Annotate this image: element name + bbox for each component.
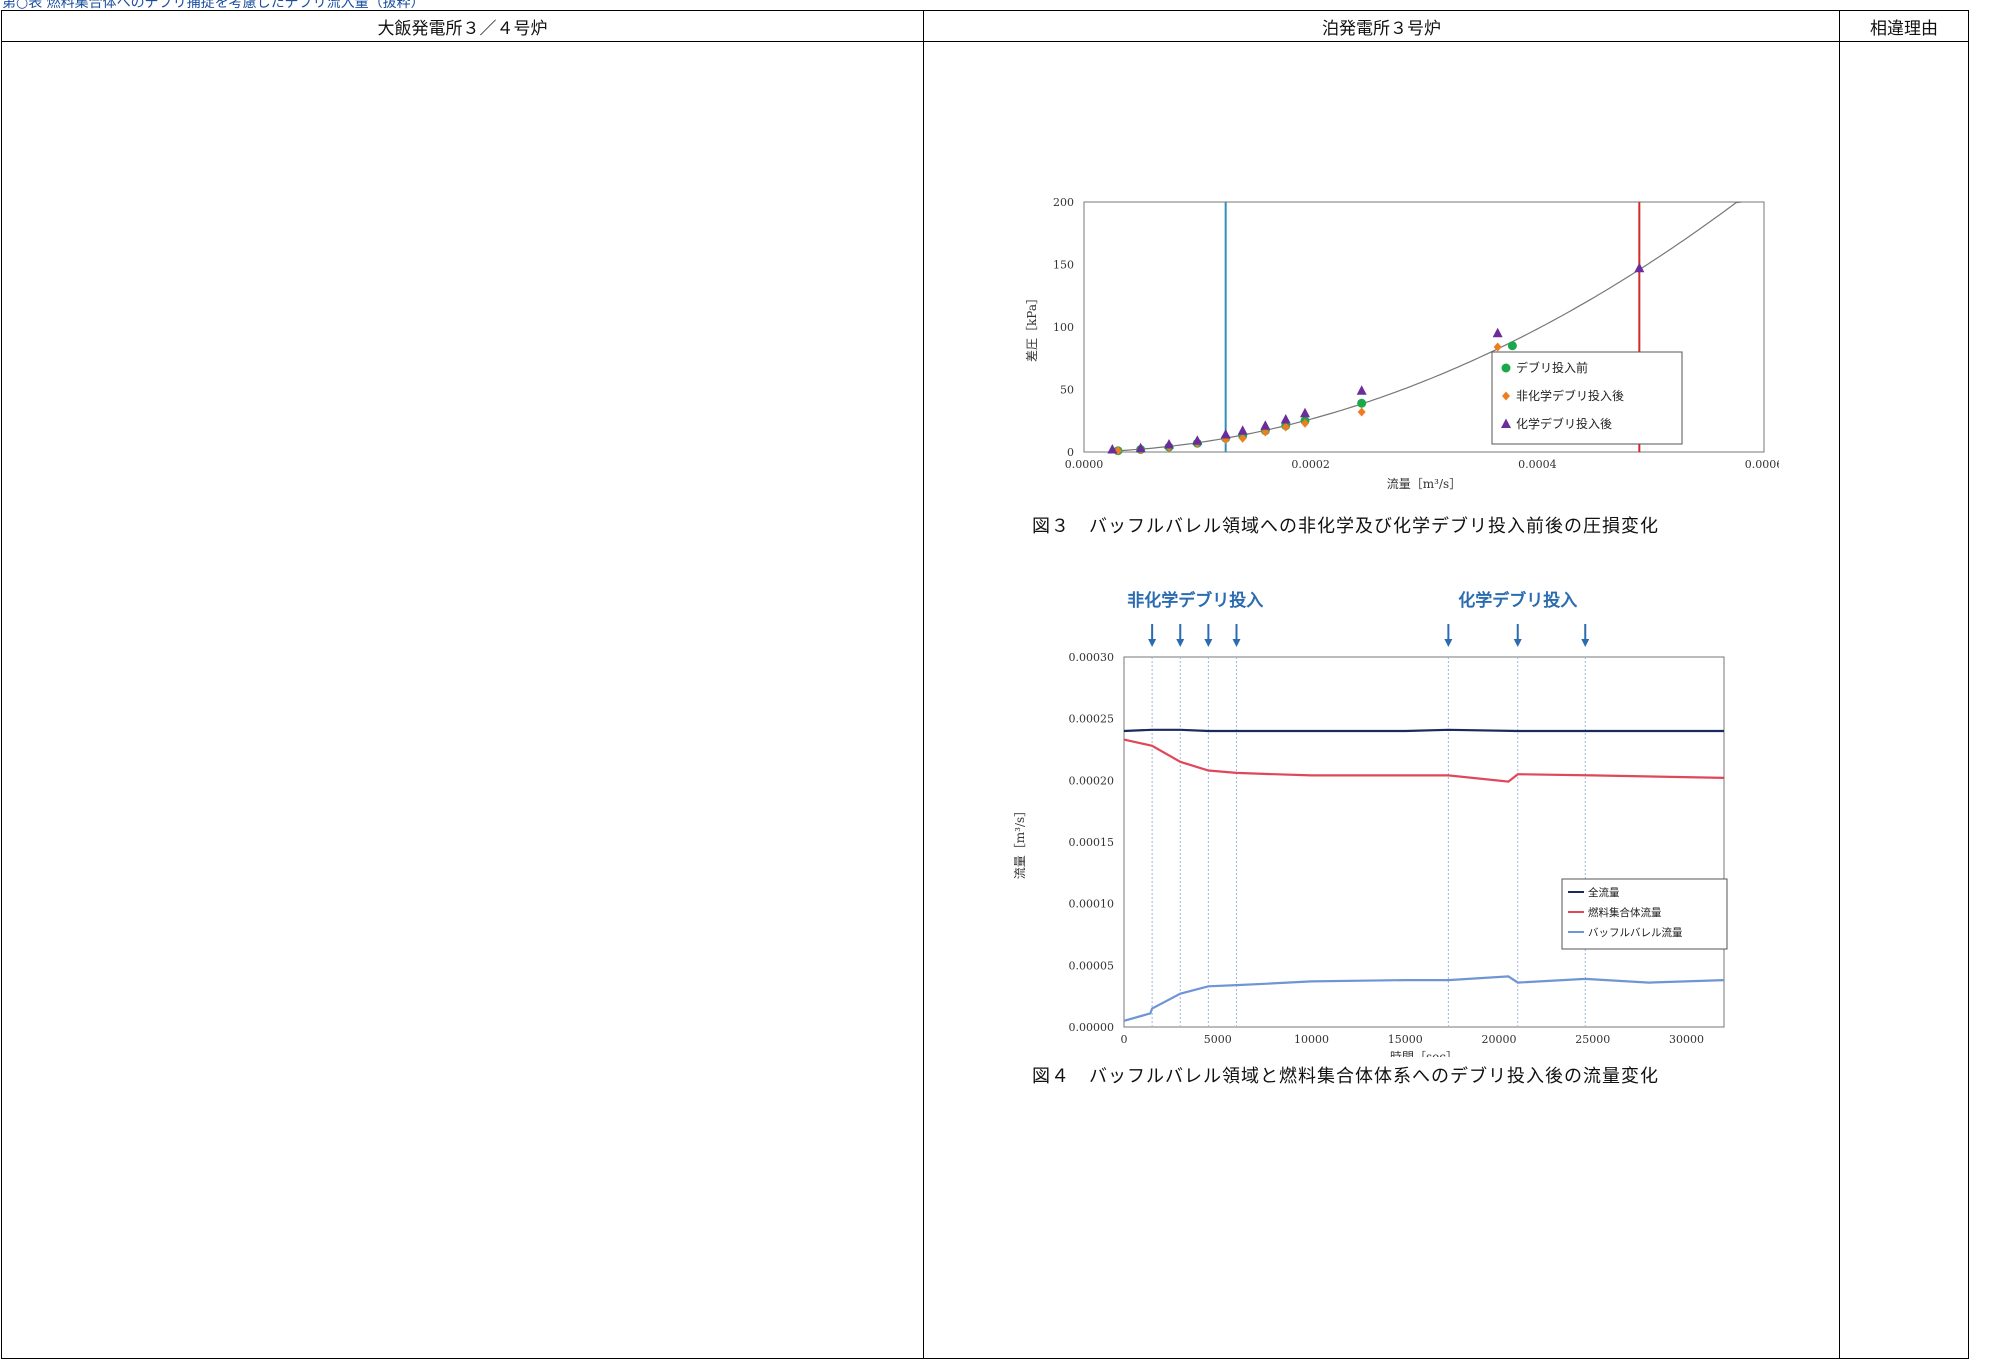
y-tick-label: 0.00025 [1069, 713, 1115, 726]
comparison-table: 大飯発電所３／４号炉 泊発電所３号炉 相違理由 0 50 100 150 200 0.00… [1, 10, 1969, 1359]
y-tick-label: 0.00010 [1069, 898, 1115, 911]
data-point [1357, 407, 1366, 417]
figure4-caption: 図４ バッフルバレル領域と燃料集合体体系へのデブリ投入後の流量変化 [1032, 1066, 1659, 1087]
reason-cell [1839, 41, 1969, 1359]
legend-box [1491, 351, 1683, 445]
data-point [1492, 327, 1503, 338]
legend-label: 非化学デブリ投入後 [1516, 388, 1624, 403]
injection-arrow-head [1204, 639, 1213, 647]
data-point [1135, 442, 1146, 453]
data-point [1493, 342, 1502, 352]
y-axis-label: 流量［m³/s］ [1013, 805, 1027, 879]
y-tick-label: 200 [1053, 196, 1074, 209]
y-tick-label: 0.00020 [1069, 774, 1115, 787]
x-tick-label: 0.0002 [1291, 458, 1330, 471]
header-fragment: 第○表 燃料集合体へのデブリ捕捉を考慮したデブリ流入量（抜粋） [0, 0, 2007, 10]
data-point [1634, 262, 1645, 273]
x-tick-label: 0 [1121, 1033, 1128, 1046]
y-tick-label: 50 [1060, 384, 1074, 397]
data-point [1192, 435, 1203, 445]
injection-arrow-head [1232, 639, 1241, 647]
injection-arrow-head [1444, 639, 1453, 647]
y-tick-label: 150 [1053, 259, 1074, 272]
figure3-svg: 0 50 100 150 200 0.0000 0.0002 0.0004 0.0006 流量［m… [1025, 196, 1783, 491]
data-point [1164, 439, 1174, 449]
series-line [1123, 728, 1724, 733]
plot-area [1083, 201, 1765, 453]
legend-label: 化学デブリ投入後 [1516, 416, 1612, 431]
y-tick-label: 0.00000 [1069, 1021, 1115, 1034]
y-tick-label: 0 [1067, 446, 1074, 459]
legend-marker [1502, 391, 1510, 401]
injection-arrow-head [1581, 639, 1590, 647]
figure3-caption: 図３ バッフルバレル領域への非化学及び化学デブリ投入前後の圧損変化 [1032, 516, 1659, 537]
y-tick-label: 0.00005 [1069, 959, 1115, 972]
injection-arrow-head [1176, 639, 1185, 647]
figure4-chart: 0.00000 0.00005 0.00010 0.00015 0.00020 0.000… [999, 582, 1779, 1064]
data-point [1280, 414, 1291, 424]
data-point [1260, 420, 1271, 430]
column-header-tomari: 泊発電所３号炉 [923, 10, 1840, 42]
x-tick-label: 0.0006 [1745, 458, 1779, 471]
column-header-reason: 相違理由 [1839, 10, 1969, 42]
legend-label: 燃料集合体流量 [1588, 906, 1662, 919]
x-tick-label: 0.0000 [1065, 458, 1104, 471]
data-point [1107, 444, 1118, 454]
x-tick-label: 5000 [1204, 1033, 1232, 1046]
legend-label: 全流量 [1588, 886, 1620, 899]
figure3-chart: 0 50 100 150 200 0.0000 0.0002 0.0004 0.0006 流量［m… [999, 192, 1783, 506]
figure4-svg: 0.00000 0.00005 0.00010 0.00015 0.00020 0.000… [1013, 590, 1728, 1064]
x-axis-label: 時間［sec］ [1390, 1050, 1458, 1057]
data-point [1220, 429, 1231, 439]
x-axis-label: 流量［m³/s］ [1387, 477, 1461, 491]
data-point [1238, 433, 1247, 443]
y-tick-label: 0.00015 [1069, 836, 1115, 849]
y-axis-label: 差圧［kPa］ [1025, 292, 1039, 362]
y-tick-label: 100 [1053, 321, 1074, 334]
x-tick-label: 30000 [1669, 1033, 1704, 1046]
injection-arrow-head [1148, 639, 1157, 647]
header-fragment-text: 第○表 燃料集合体へのデブリ捕捉を考慮したデブリ流入量（抜粋） [2, 0, 425, 10]
annotation-nonchemical: 非化学デブリ投入 [1127, 590, 1263, 611]
legend-marker [1501, 418, 1511, 428]
x-tick-label: 15000 [1388, 1033, 1423, 1046]
data-point [1301, 418, 1309, 428]
data-point [1507, 341, 1517, 351]
data-point [1281, 422, 1290, 432]
x-tick-label: 10000 [1294, 1033, 1329, 1046]
plot-area [1123, 656, 1725, 1028]
injection-arrow-head [1513, 639, 1522, 647]
data-point [1300, 407, 1310, 418]
series-line [1123, 975, 1725, 1022]
data-point [1357, 398, 1367, 408]
ohi-cell [1, 41, 924, 1359]
tomari-cell: 0 50 100 150 200 0.0000 0.0002 0.0004 0.0006 流量［m… [923, 41, 1840, 1359]
data-point [1356, 385, 1367, 395]
series-line [1123, 738, 1725, 783]
data-point [1237, 425, 1248, 435]
annotation-chemical: 化学デブリ投入 [1458, 590, 1577, 611]
x-tick-label: 25000 [1575, 1033, 1610, 1046]
legend-box [1561, 878, 1728, 950]
legend-label: デブリ投入前 [1516, 360, 1588, 375]
legend-label: バッフルバレル流量 [1588, 926, 1683, 939]
x-tick-label: 20000 [1482, 1033, 1517, 1046]
legend-marker [1501, 363, 1511, 373]
column-header-ohi: 大飯発電所３／４号炉 [1, 10, 924, 42]
y-tick-label: 0.00030 [1069, 651, 1115, 664]
x-tick-label: 0.0004 [1518, 458, 1557, 471]
